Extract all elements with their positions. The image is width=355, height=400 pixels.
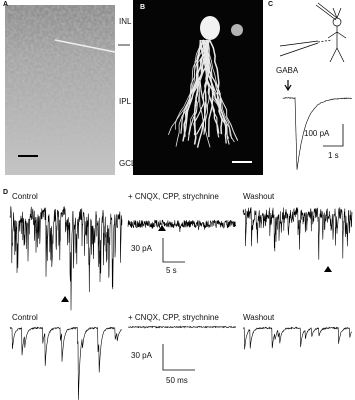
dendrite xyxy=(183,39,208,137)
panel-d: D Control + CNQX, CPP, strychnine Washou… xyxy=(3,189,353,400)
condition-label: + CNQX, CPP, strychnine xyxy=(128,313,219,322)
panel-a: A INL IPL GCL xyxy=(3,1,136,175)
current-trace xyxy=(242,326,352,350)
current-trace xyxy=(127,325,236,329)
stimulus-arrow xyxy=(284,80,292,92)
dendrite xyxy=(174,39,209,130)
condition-label: Washout xyxy=(243,192,275,201)
panel-label: B xyxy=(140,4,145,11)
dendrite xyxy=(201,39,227,144)
dendrite xyxy=(207,39,233,139)
scale-bar xyxy=(323,124,344,147)
panel-c: C GABA 100 pA 1 s xyxy=(268,1,352,170)
scale-bar xyxy=(162,344,195,371)
panel-label: D xyxy=(3,189,8,196)
layer-label: IPL xyxy=(119,97,132,106)
dendrite xyxy=(193,39,205,145)
panel-label: C xyxy=(268,1,273,8)
scale-label: 50 ms xyxy=(166,376,188,385)
current-trace xyxy=(9,206,123,311)
stimulus-label: GABA xyxy=(276,66,299,75)
layer-label: GCL xyxy=(119,159,136,168)
dendrite xyxy=(204,39,215,138)
current-trace xyxy=(9,326,122,400)
micrograph-texture xyxy=(5,5,115,175)
scale-label: 5 s xyxy=(166,266,177,275)
current-trace xyxy=(242,206,353,260)
scale-label: 1 s xyxy=(328,151,339,160)
condition-label: Control xyxy=(12,192,38,201)
dendrite xyxy=(199,39,227,133)
condition-label: Washout xyxy=(243,313,275,322)
panel-b: B xyxy=(133,0,263,175)
scale-label: 30 pA xyxy=(131,351,153,360)
scale-bar xyxy=(162,238,185,263)
scale-label: 30 pA xyxy=(131,244,153,253)
scale-label: 100 pA xyxy=(304,129,330,138)
event-marker xyxy=(61,225,332,302)
panel-label: A xyxy=(3,1,8,8)
pipette xyxy=(54,39,116,53)
layer-label: INL xyxy=(119,17,132,26)
condition-label: + CNQX, CPP, strychnine xyxy=(128,192,219,201)
neuron-image xyxy=(168,16,243,148)
current-trace xyxy=(282,96,352,170)
current-trace xyxy=(127,219,236,233)
recording-schematic xyxy=(279,2,347,63)
dendrite xyxy=(187,39,202,141)
condition-label: Control xyxy=(12,313,38,322)
